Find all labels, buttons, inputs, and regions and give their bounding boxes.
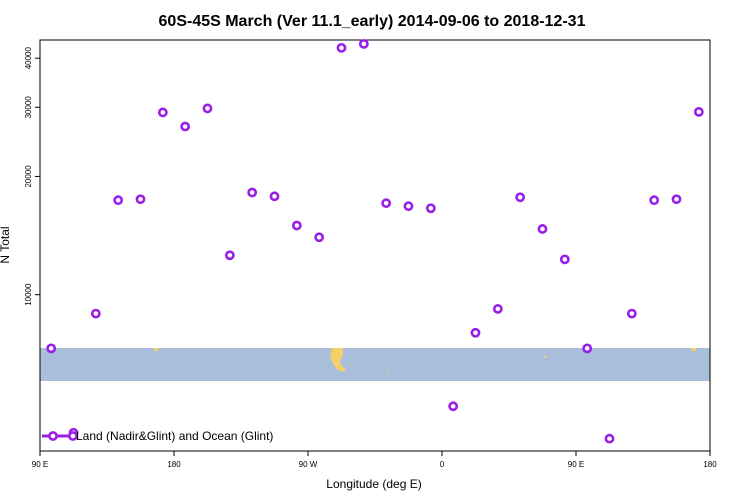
map-ocean-band bbox=[40, 348, 710, 381]
data-point bbox=[90, 308, 101, 319]
y-tick-label: 20000 bbox=[24, 165, 33, 188]
data-point bbox=[224, 250, 235, 261]
data-point bbox=[693, 106, 704, 117]
data-point bbox=[671, 194, 682, 205]
data-point bbox=[381, 198, 392, 209]
legend-marker-left bbox=[48, 431, 58, 441]
data-point bbox=[492, 304, 503, 314]
x-tick-label: 90 E bbox=[32, 460, 48, 469]
x-tick-label: 0 bbox=[440, 460, 445, 469]
land-island bbox=[543, 355, 547, 359]
land-new-zealand-left bbox=[153, 348, 159, 352]
data-point bbox=[291, 220, 302, 231]
land-south-america bbox=[330, 348, 346, 372]
land-new-zealand-right bbox=[690, 348, 697, 352]
y-axis: 10000 20000 30000 40000 bbox=[24, 47, 40, 306]
data-point bbox=[336, 42, 347, 53]
plot-frame bbox=[39, 39, 711, 452]
legend: Land (Nadir&Glint) and Ocean (Glint) bbox=[42, 429, 273, 443]
data-point bbox=[515, 192, 526, 203]
data-point bbox=[559, 254, 570, 265]
x-axis-label: Longitude (deg E) bbox=[326, 477, 421, 491]
data-point bbox=[135, 194, 146, 205]
y-axis-label: N Total bbox=[0, 226, 12, 263]
data-point bbox=[425, 203, 436, 214]
plot-background bbox=[40, 348, 710, 381]
data-point bbox=[314, 232, 325, 243]
y-tick-label: 40000 bbox=[24, 47, 33, 70]
land-island bbox=[386, 370, 388, 372]
data-point bbox=[649, 195, 660, 206]
legend-marker-right bbox=[68, 431, 78, 441]
data-point bbox=[582, 343, 593, 354]
data-point bbox=[403, 201, 414, 212]
x-tick-label: 180 bbox=[703, 460, 717, 469]
chart-title: 60S-45S March (Ver 11.1_early) 2014-09-0… bbox=[159, 13, 586, 30]
map-land-features bbox=[153, 348, 697, 372]
land-island bbox=[351, 363, 353, 365]
x-tick-label: 180 bbox=[167, 460, 181, 469]
data-point bbox=[247, 187, 258, 198]
x-axis: 90 E 180 90 W 0 90 E 180 bbox=[32, 451, 717, 469]
data-point bbox=[180, 121, 191, 132]
data-point bbox=[626, 308, 637, 319]
data-point bbox=[537, 224, 548, 234]
y-tick-label: 30000 bbox=[24, 96, 33, 119]
data-point bbox=[269, 191, 280, 202]
legend-entry: Land (Nadir&Glint) and Ocean (Glint) bbox=[76, 429, 273, 443]
y-tick-label: 10000 bbox=[24, 283, 33, 306]
x-tick-label: 90 E bbox=[568, 460, 584, 469]
data-point bbox=[358, 38, 369, 49]
series-points bbox=[46, 38, 704, 444]
data-point bbox=[46, 343, 57, 354]
x-tick-label: 90 W bbox=[299, 460, 318, 469]
data-point bbox=[604, 433, 615, 444]
data-point bbox=[448, 401, 459, 412]
data-point bbox=[157, 107, 168, 118]
data-point bbox=[202, 103, 213, 114]
data-point bbox=[113, 195, 124, 206]
data-point bbox=[470, 327, 481, 338]
